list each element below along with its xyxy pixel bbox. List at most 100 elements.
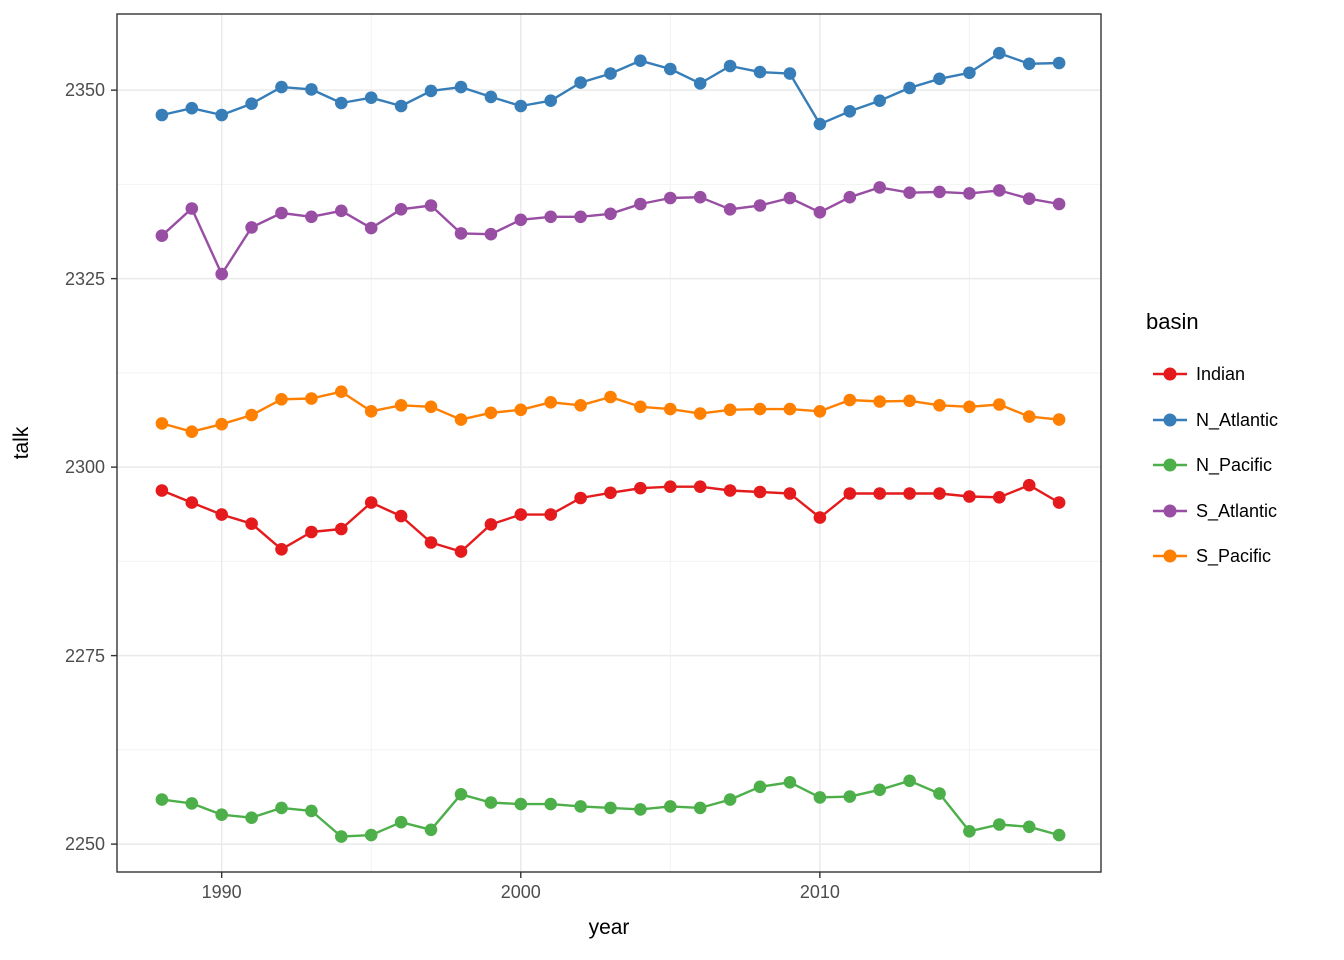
data-point-N_Atlantic [723,59,737,73]
data-point-N_Pacific [1052,828,1066,842]
legend-key-icon [1153,504,1187,517]
y-tick-label: 2350 [64,80,105,101]
data-point-S_Atlantic [155,229,169,242]
data-point-S_Atlantic [723,203,737,216]
data-point-N_Atlantic [1052,56,1066,70]
data-point-S_Atlantic [185,202,199,215]
data-point-S_Atlantic [963,187,976,200]
data-point-S_Atlantic [1052,197,1066,211]
legend-key-icon [1153,367,1187,381]
data-point-S_Atlantic [245,221,258,234]
data-point-S_Atlantic [933,185,946,199]
data-point-S_Pacific [215,417,228,431]
data-point-N_Atlantic [364,91,378,104]
data-point-S_Pacific [963,400,976,414]
data-point-N_Pacific [903,774,916,788]
legend-label: S_Atlantic [1196,500,1278,521]
data-point-N_Atlantic [813,117,827,131]
data-point-Indian [664,480,677,494]
data-point-N_Pacific [454,788,468,801]
data-point-S_Pacific [873,395,886,408]
y-tick-label: 2325 [64,268,105,289]
y-tick-label: 2275 [64,645,105,666]
data-point-N_Pacific [394,815,408,829]
data-point-N_Atlantic [424,84,438,98]
legend-entry-N_Atlantic: N_Atlantic [1152,410,1278,430]
x-axis-title: year [588,916,630,939]
data-point-N_Pacific [1022,820,1036,834]
data-point-N_Atlantic [185,101,199,115]
panel-border [116,13,1102,873]
data-point-N_Pacific [693,801,707,815]
data-point-S_Atlantic [634,197,647,211]
data-point-Indian [1052,496,1066,509]
data-point-S_Pacific [245,408,258,422]
data-point-N_Pacific [963,825,976,838]
y-tick-label: 2250 [64,834,105,855]
data-point-N_Pacific [933,787,946,800]
y-tick-label: 2300 [64,457,105,478]
data-point-N_Atlantic [873,94,886,107]
data-point-S_Pacific [424,400,438,414]
data-point-N_Atlantic [753,65,767,79]
data-point-S_Pacific [993,398,1006,411]
data-point-S_Atlantic [693,190,707,204]
data-point-S_Pacific [1052,413,1066,426]
data-point-N_Atlantic [634,54,647,67]
data-point-Indian [484,518,498,531]
data-point-S_Atlantic [364,221,378,235]
data-point-N_Pacific [574,800,587,813]
data-point-N_Atlantic [544,94,557,107]
data-point-S_Atlantic [604,207,617,221]
data-point-S_Pacific [454,413,468,426]
data-point-N_Pacific [155,793,169,806]
data-point-S_Pacific [783,402,797,416]
data-point-S_Pacific [514,403,528,417]
data-point-Indian [813,511,827,524]
x-tick-label: 1990 [201,882,242,902]
data-point-Indian [933,487,946,500]
data-point-Indian [185,496,199,509]
data-point-Indian [873,487,886,500]
data-point-N_Atlantic [664,62,677,76]
data-point-S_Atlantic [454,227,468,240]
data-point-S_Pacific [364,405,378,418]
data-point-N_Atlantic [963,66,976,80]
legend-key-icon [1153,413,1187,426]
panel-background [117,14,1101,872]
legend-label: Indian [1196,364,1246,384]
data-point-S_Atlantic [394,203,408,216]
data-point-N_Atlantic [275,80,288,94]
data-point-N_Atlantic [305,83,318,96]
data-point-S_Pacific [155,417,169,430]
data-point-Indian [275,543,288,556]
data-point-S_Atlantic [305,210,318,224]
y-axis-title: talk [10,426,33,460]
data-point-S_Pacific [634,400,647,414]
data-point-S_Pacific [693,407,707,420]
data-point-N_Atlantic [1022,57,1036,71]
data-point-S_Pacific [753,402,767,416]
data-point-S_Pacific [394,399,408,412]
data-point-S_Atlantic [335,204,348,218]
data-point-S_Pacific [843,393,857,407]
data-point-Indian [514,508,528,521]
data-point-S_Atlantic [753,199,767,212]
data-point-N_Atlantic [245,97,258,110]
data-point-S_Atlantic [843,190,857,204]
data-point-Indian [1022,478,1036,492]
data-point-N_Pacific [514,797,528,811]
data-point-N_Pacific [544,797,557,811]
data-point-S_Pacific [544,396,557,409]
data-point-S_Atlantic [783,191,797,205]
data-point-N_Pacific [215,808,228,821]
data-point-N_Atlantic [574,76,587,89]
data-point-Indian [903,487,916,500]
data-point-Indian [364,496,378,509]
data-point-Indian [454,545,468,558]
data-point-N_Atlantic [394,99,408,113]
data-point-S_Pacific [903,394,916,408]
data-point-N_Pacific [484,796,498,809]
